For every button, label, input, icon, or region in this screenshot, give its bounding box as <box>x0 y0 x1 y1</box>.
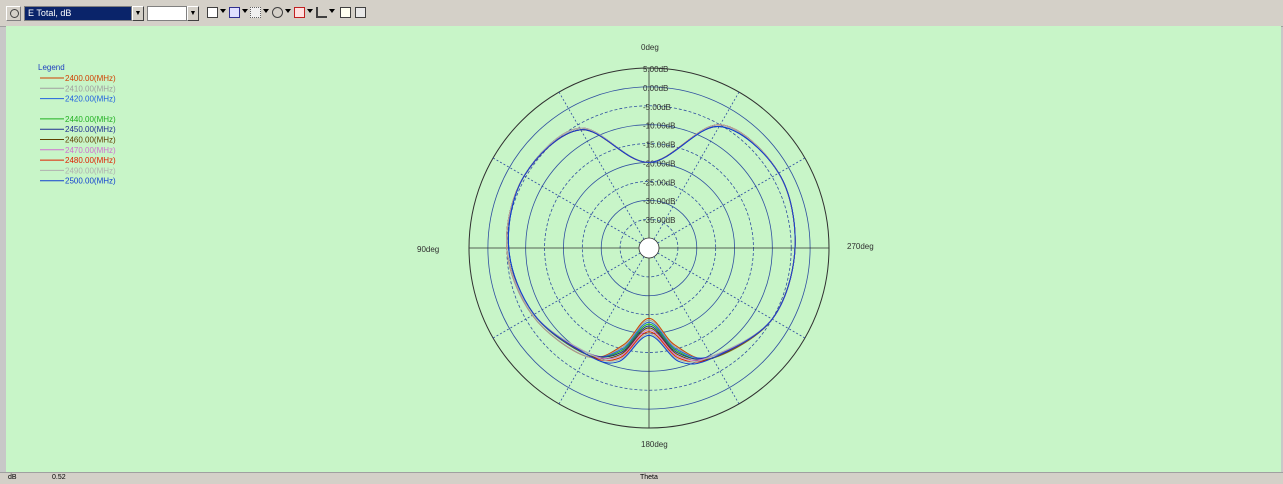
grid-spoke <box>653 91 740 240</box>
angle-label: 90deg <box>417 245 439 254</box>
quantity-select-arrow[interactable]: ▼ <box>132 6 144 21</box>
angle-label: 180deg <box>641 440 668 449</box>
legend-entry: 2440.00(MHz) <box>65 115 116 124</box>
legend-entry: 2450.00(MHz) <box>65 125 116 134</box>
legend-entry: 2490.00(MHz) <box>65 166 116 175</box>
angle-labels: 0deg 90deg 180deg 270deg <box>417 43 874 449</box>
status-unit: dB <box>8 474 17 481</box>
grid-spoke <box>492 252 641 339</box>
secondary-select[interactable] <box>147 6 187 21</box>
legend-title: Legend <box>38 63 65 72</box>
angle-label: 270deg <box>847 242 874 251</box>
copy-icon[interactable] <box>340 7 351 18</box>
angle-label: 0deg <box>641 43 659 52</box>
chart-type-dropdown-icon[interactable] <box>220 9 226 13</box>
refresh-icon <box>10 9 19 18</box>
radial-tick-label: -30.00dB <box>643 197 675 206</box>
grid-spoke <box>558 256 645 405</box>
grid-spoke <box>653 256 740 405</box>
marker-icon[interactable] <box>294 7 305 18</box>
chart-type-icon[interactable] <box>207 7 218 18</box>
grid-icon[interactable] <box>250 7 261 18</box>
radial-tick-label: 5.00dB <box>643 65 668 74</box>
center-circle <box>638 237 660 259</box>
grid-spoke <box>558 91 645 240</box>
grid-dropdown-icon[interactable] <box>263 9 269 13</box>
radial-tick-label: -15.00dB <box>643 141 675 150</box>
radial-tick-label: 0.00dB <box>643 84 668 93</box>
series-trace <box>507 125 796 365</box>
polar-grid <box>468 67 830 429</box>
scale-icon[interactable] <box>316 7 327 18</box>
radial-tick-labels: 5.00dB 0.00dB -5.00dB -10.00dB -15.00dB -20.0… <box>643 65 675 225</box>
legend-entry: 2420.00(MHz) <box>65 95 116 104</box>
trace-icon[interactable] <box>229 7 240 18</box>
status-value: 0.52 <box>52 474 66 481</box>
scale-dropdown-icon[interactable] <box>329 9 335 13</box>
polar-icon[interactable] <box>272 7 283 18</box>
legend-entry: 2480.00(MHz) <box>65 156 116 165</box>
radial-tick-label: -5.00dB <box>643 103 671 112</box>
polar-dropdown-icon[interactable] <box>285 9 291 13</box>
polar-chart: 5.00dB 0.00dB -5.00dB -10.00dB -15.00dB -20.0… <box>6 26 1281 472</box>
toolbar: E Total, dB ▼ ▼ <box>0 0 1283 27</box>
legend-entry: 2400.00(MHz) <box>65 74 116 83</box>
status-bar: dB 0.52 Theta <box>0 472 1283 484</box>
secondary-select-arrow[interactable]: ▼ <box>187 6 199 21</box>
status-axis: Theta <box>640 474 658 481</box>
print-icon[interactable] <box>355 7 366 18</box>
legend-entry: 2460.00(MHz) <box>65 136 116 145</box>
grid-spoke <box>657 157 806 244</box>
radial-tick-label: -35.00dB <box>643 216 675 225</box>
radial-tick-label: -20.00dB <box>643 159 675 168</box>
radial-tick-label: -10.00dB <box>643 122 675 131</box>
quantity-select[interactable]: E Total, dB <box>24 6 132 21</box>
marker-dropdown-icon[interactable] <box>307 9 313 13</box>
legend-entry: 2470.00(MHz) <box>65 146 116 155</box>
grid-spoke <box>492 157 641 244</box>
trace-dropdown-icon[interactable] <box>242 9 248 13</box>
radial-tick-label: -25.00dB <box>643 178 675 187</box>
grid-spoke <box>657 252 806 339</box>
refresh-button[interactable] <box>6 6 21 21</box>
legend-entry: 2500.00(MHz) <box>65 177 116 186</box>
legend-entry: 2410.00(MHz) <box>65 84 116 93</box>
series-traces <box>506 124 796 365</box>
